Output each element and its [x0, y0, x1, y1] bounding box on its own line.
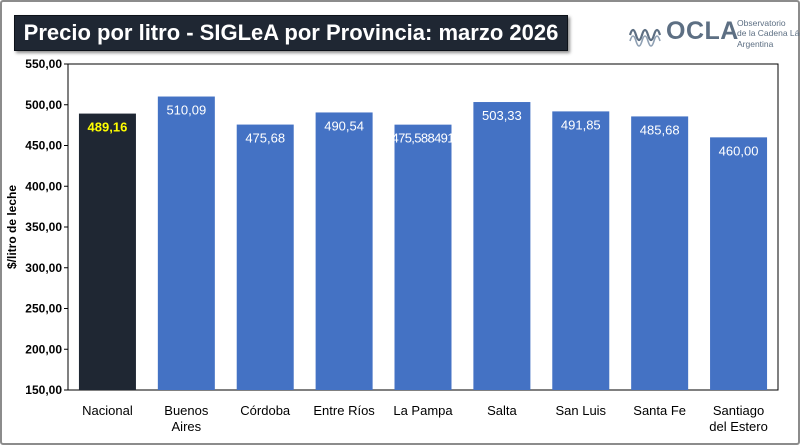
x-tick-label: Salta [487, 403, 517, 418]
y-tick-label: 450,00 [25, 139, 62, 153]
bar-value-label: 503,33 [482, 108, 522, 123]
chart-title: Precio por litro - SIGLeA por Provincia:… [23, 20, 559, 45]
logo-subtitle-3: Argentina [737, 39, 774, 49]
x-tick-label: Córdoba [240, 403, 291, 418]
bars [78, 96, 768, 391]
y-tick-label: 400,00 [25, 179, 62, 193]
logo-subtitle-1: Observatorio [737, 18, 786, 28]
bar-value-label: 475,588491 [392, 131, 455, 146]
bar-value-label: 475,68 [245, 131, 285, 146]
title-banner: Precio por litro - SIGLeA por Provincia:… [14, 15, 568, 51]
bar-value-label: 491,85 [561, 117, 601, 132]
bar [157, 96, 215, 391]
y-tick-label: 150,00 [25, 383, 62, 397]
y-tick-label: 300,00 [25, 261, 62, 275]
bar-value-label: 510,09 [166, 103, 206, 118]
bar [315, 112, 373, 390]
y-axis-ticks: 150,00 200,00 250,00 300,00 350,00 400,00 450,… [25, 57, 68, 397]
y-tick-label: 500,00 [25, 98, 62, 112]
bar-value-label: 485,68 [640, 122, 680, 137]
y-axis-label-group: $/litro de leche [5, 185, 19, 269]
y-tick-label: 200,00 [25, 342, 62, 356]
logo-subtitle-2: de la Cadena Láctea [737, 28, 800, 38]
x-axis-labels: Nacional Buenos Aires Córdoba Entre Ríos La P… [82, 403, 768, 434]
bar [631, 116, 689, 390]
y-tick-label: 550,00 [25, 57, 62, 71]
bar [78, 113, 136, 391]
bar-value-label: 490,54 [324, 118, 364, 133]
bar [710, 137, 768, 390]
y-axis-label: $/litro de leche [5, 185, 19, 269]
bar [236, 124, 294, 390]
waveform-icon [628, 28, 662, 47]
x-tick-label: Santa Fe [633, 403, 686, 418]
bar-value-label: 460,00 [719, 143, 759, 158]
x-tick-label: San Luis [555, 403, 606, 418]
value-labels: 489,16 510,09 475,68 490,54 475,588491 503,33… [88, 103, 759, 159]
bar [552, 111, 610, 391]
y-tick-label: 250,00 [25, 302, 62, 316]
x-tick-label: Santiago del Estero [709, 403, 768, 434]
bar [394, 124, 452, 390]
x-tick-label: La Pampa [393, 403, 453, 418]
x-tick-label: Nacional [82, 403, 133, 418]
y-tick-label: 350,00 [25, 220, 62, 234]
ocla-logo: OCLA Observatorio de la Cadena Láctea Ar… [626, 14, 800, 54]
x-tick-label: Buenos Aires [164, 403, 209, 434]
x-tick-label: Entre Ríos [313, 403, 375, 418]
bar-value-label: 489,16 [88, 120, 128, 135]
bar [473, 102, 531, 391]
logo-wordmark: OCLA [666, 17, 739, 45]
